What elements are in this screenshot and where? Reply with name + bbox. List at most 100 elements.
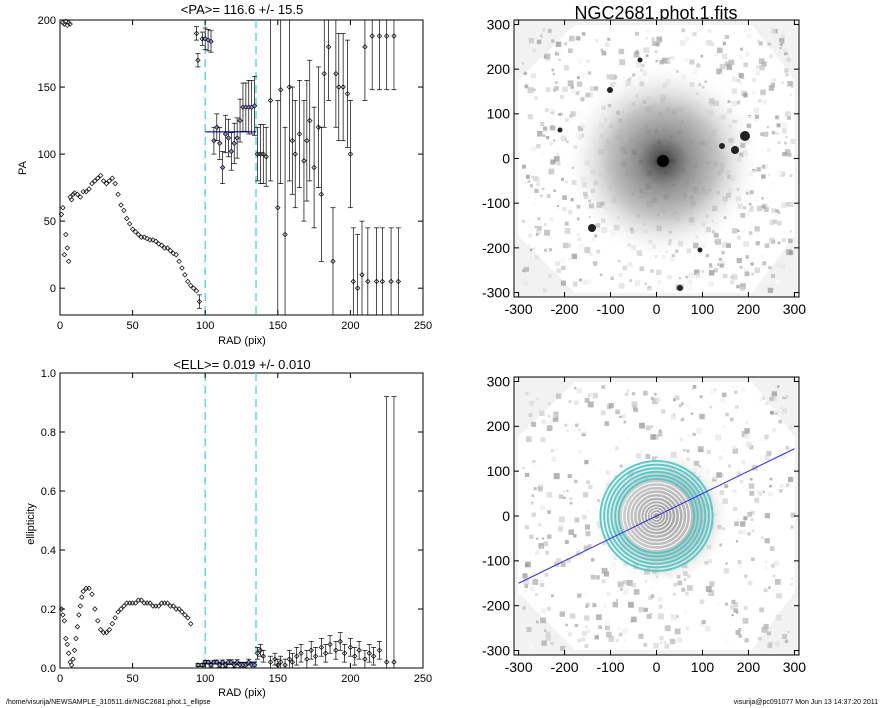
noise-pixel	[723, 568, 729, 574]
data-point	[228, 148, 235, 155]
data-point	[97, 172, 104, 179]
data-point	[70, 656, 76, 662]
noise-pixel	[537, 217, 541, 221]
noise-pixel	[754, 117, 759, 122]
noise-pixel	[759, 437, 764, 442]
noise-pixel	[724, 602, 729, 606]
data-point	[144, 600, 150, 606]
noise-pixel	[559, 94, 564, 99]
data-point	[182, 272, 188, 278]
2-x-tick-label: 100	[691, 301, 715, 317]
noise-pixel	[768, 53, 774, 59]
noise-pixel	[536, 144, 541, 149]
noise-pixel	[592, 238, 596, 242]
noise-pixel	[720, 398, 725, 403]
noise-pixel	[761, 61, 767, 67]
noise-pixel	[587, 401, 594, 408]
noise-pixel	[563, 65, 570, 71]
noise-pixel	[631, 582, 637, 588]
data-point	[395, 278, 402, 285]
data-point	[231, 140, 237, 147]
noise-pixel	[685, 626, 690, 631]
3-y-tick-label: -100	[482, 553, 510, 569]
data-point	[67, 659, 73, 665]
data-point	[179, 609, 185, 615]
noise-pixel	[783, 51, 788, 56]
data-point	[344, 91, 351, 97]
noise-pixel	[630, 265, 633, 268]
noise-pixel	[555, 393, 562, 399]
isophote-ring	[636, 496, 677, 536]
noise-pixel	[719, 263, 724, 268]
noise-pixel	[759, 64, 765, 71]
noise-pixel	[567, 632, 572, 637]
noise-pixel	[650, 425, 654, 428]
data-point	[205, 659, 211, 665]
data-point	[304, 137, 310, 144]
3-x-tick-label: -200	[551, 659, 579, 675]
noise-pixel	[708, 590, 715, 597]
noise-pixel	[777, 241, 781, 245]
noise-pixel	[588, 484, 593, 490]
noise-pixel	[772, 219, 778, 224]
0-x-tick-label: 50	[126, 320, 138, 332]
noise-pixel	[755, 65, 760, 69]
data-point	[70, 191, 76, 198]
noise-pixel	[615, 599, 619, 602]
noise-pixel	[556, 161, 561, 166]
noise-pixel	[775, 131, 779, 135]
noise-pixel	[635, 50, 639, 54]
noise-pixel	[761, 536, 764, 539]
noise-pixel	[543, 248, 548, 252]
noise-pixel	[567, 80, 574, 87]
data-point	[356, 647, 362, 653]
noise-pixel	[684, 58, 688, 62]
noise-pixel	[787, 238, 793, 244]
data-point	[376, 33, 383, 39]
noise-pixel	[552, 72, 555, 76]
1-x-tick-label: 50	[126, 673, 138, 685]
noise-pixel	[771, 273, 776, 278]
noise-pixel	[542, 134, 546, 137]
data-point	[286, 656, 293, 662]
noise-pixel	[548, 402, 551, 405]
noise-pixel	[560, 112, 564, 116]
noise-pixel	[738, 530, 742, 535]
3-x-tick-label: 200	[737, 659, 761, 675]
noise-pixel	[790, 525, 794, 529]
noise-pixel	[758, 41, 763, 46]
noise-pixel	[780, 34, 786, 40]
noise-pixel	[749, 490, 755, 496]
noise-pixel	[548, 248, 553, 252]
noise-pixel	[772, 182, 775, 185]
noise-pixel	[585, 531, 591, 537]
noise-pixel	[744, 428, 750, 434]
noise-pixel	[535, 550, 540, 556]
data-point	[147, 600, 153, 606]
noise-pixel	[601, 385, 606, 389]
2-y-tick-label: 200	[487, 61, 511, 77]
noise-pixel	[524, 84, 529, 89]
3-y-tick-label: -300	[482, 642, 510, 658]
noise-pixel	[736, 235, 742, 240]
noise-pixel	[540, 437, 546, 443]
noise-pixel	[762, 99, 768, 105]
data-point	[391, 659, 397, 665]
noise-pixel	[645, 54, 649, 57]
noise-pixel	[560, 645, 566, 651]
noise-pixel	[629, 279, 633, 282]
noise-pixel	[584, 524, 591, 530]
noise-pixel	[731, 273, 738, 280]
noise-pixel	[761, 396, 765, 401]
noise-pixel	[750, 518, 754, 522]
noise-pixel	[775, 209, 779, 213]
data-point	[298, 650, 304, 656]
noise-pixel	[744, 267, 749, 273]
field-stars	[557, 57, 750, 291]
noise-pixel	[607, 37, 611, 41]
data-point	[86, 585, 92, 592]
noise-pixel	[552, 413, 557, 419]
data-point	[67, 21, 73, 27]
noise-pixel	[536, 397, 539, 400]
